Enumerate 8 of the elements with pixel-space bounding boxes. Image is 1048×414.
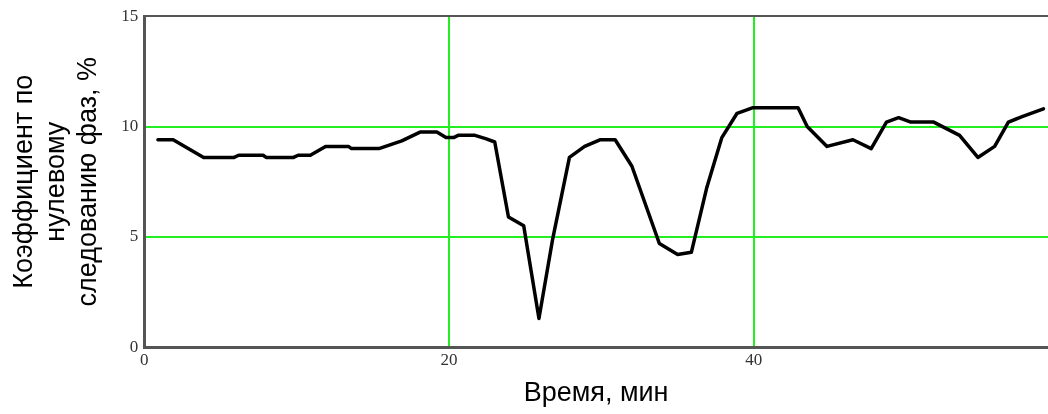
x-tick-label: 20 (440, 349, 458, 369)
y-tick-label: 5 (129, 226, 139, 246)
x-tick-label: 40 (745, 349, 763, 369)
y-axis-title: Коэффициент по нулевому следованию фаз, % (7, 56, 103, 307)
y-tick-label: 10 (121, 116, 139, 135)
y-tick-label: 0 (129, 336, 139, 356)
y-tick-label: 15 (121, 5, 139, 25)
x-axis-title: Время, мин (523, 377, 669, 408)
